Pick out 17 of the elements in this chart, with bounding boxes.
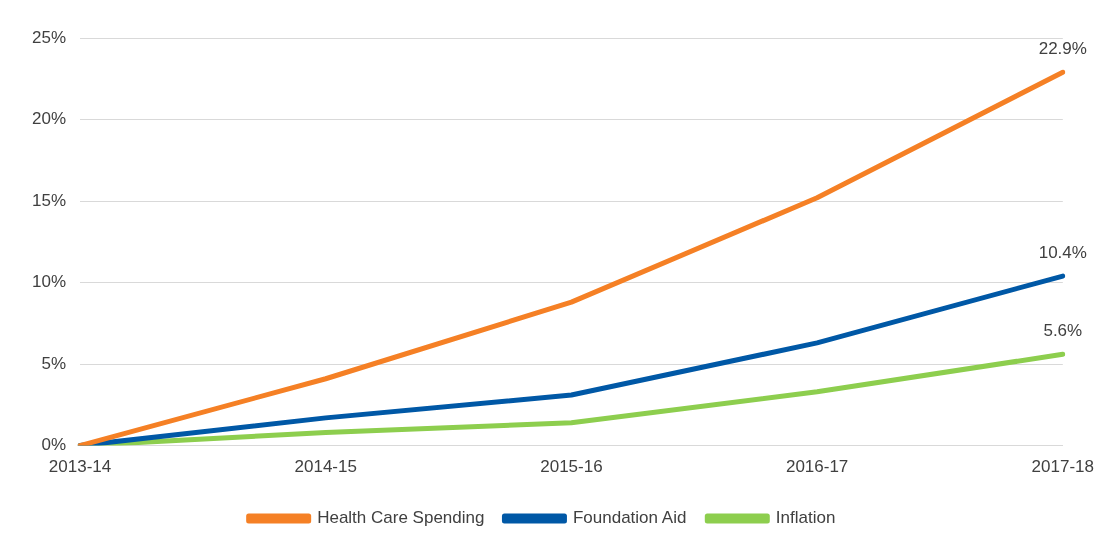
legend-label: Health Care Spending [317,508,485,528]
data-label: 22.9% [1038,39,1087,59]
x-tick-label: 2014-15 [294,457,357,477]
y-tick-label: 0% [41,435,67,455]
y-tick-label: 10% [31,272,67,292]
y-tick-label: 20% [31,109,67,129]
legend-label: Foundation Aid [572,508,687,528]
y-tick-label: 15% [31,190,67,210]
x-tick-label: 2015-16 [540,457,603,477]
y-tick-label: 5% [41,353,67,373]
y-tick-label: 25% [31,27,67,47]
data-label: 10.4% [1038,243,1087,263]
x-tick-label: 2016-17 [785,457,849,477]
x-tick-label: 2017-18 [1031,457,1094,477]
x-tick-label: 2013-14 [48,457,112,477]
data-label: 5.6% [1043,321,1083,341]
legend-label: Inflation [775,508,836,528]
